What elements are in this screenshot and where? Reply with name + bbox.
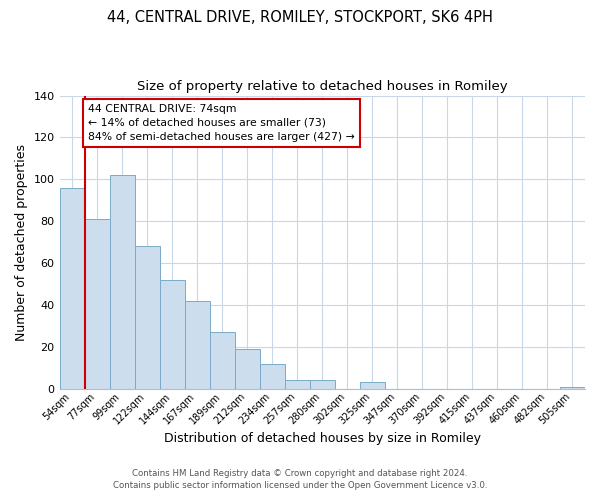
Bar	[134, 246, 160, 388]
X-axis label: Distribution of detached houses by size in Romiley: Distribution of detached houses by size …	[164, 432, 481, 445]
Bar	[59, 188, 85, 388]
Y-axis label: Number of detached properties: Number of detached properties	[15, 144, 28, 340]
Bar	[260, 364, 285, 388]
Text: Contains HM Land Registry data © Crown copyright and database right 2024.
Contai: Contains HM Land Registry data © Crown c…	[113, 468, 487, 490]
Text: 44, CENTRAL DRIVE, ROMILEY, STOCKPORT, SK6 4PH: 44, CENTRAL DRIVE, ROMILEY, STOCKPORT, S…	[107, 10, 493, 25]
Title: Size of property relative to detached houses in Romiley: Size of property relative to detached ho…	[137, 80, 508, 93]
Bar	[285, 380, 310, 388]
Bar	[85, 219, 110, 388]
Bar	[360, 382, 385, 388]
Bar	[235, 349, 260, 389]
Bar	[310, 380, 335, 388]
Bar	[560, 386, 585, 388]
Bar	[209, 332, 235, 388]
Bar	[160, 280, 185, 388]
Bar	[110, 175, 134, 388]
Bar	[185, 300, 209, 388]
Text: 44 CENTRAL DRIVE: 74sqm
← 14% of detached houses are smaller (73)
84% of semi-de: 44 CENTRAL DRIVE: 74sqm ← 14% of detache…	[88, 104, 355, 142]
